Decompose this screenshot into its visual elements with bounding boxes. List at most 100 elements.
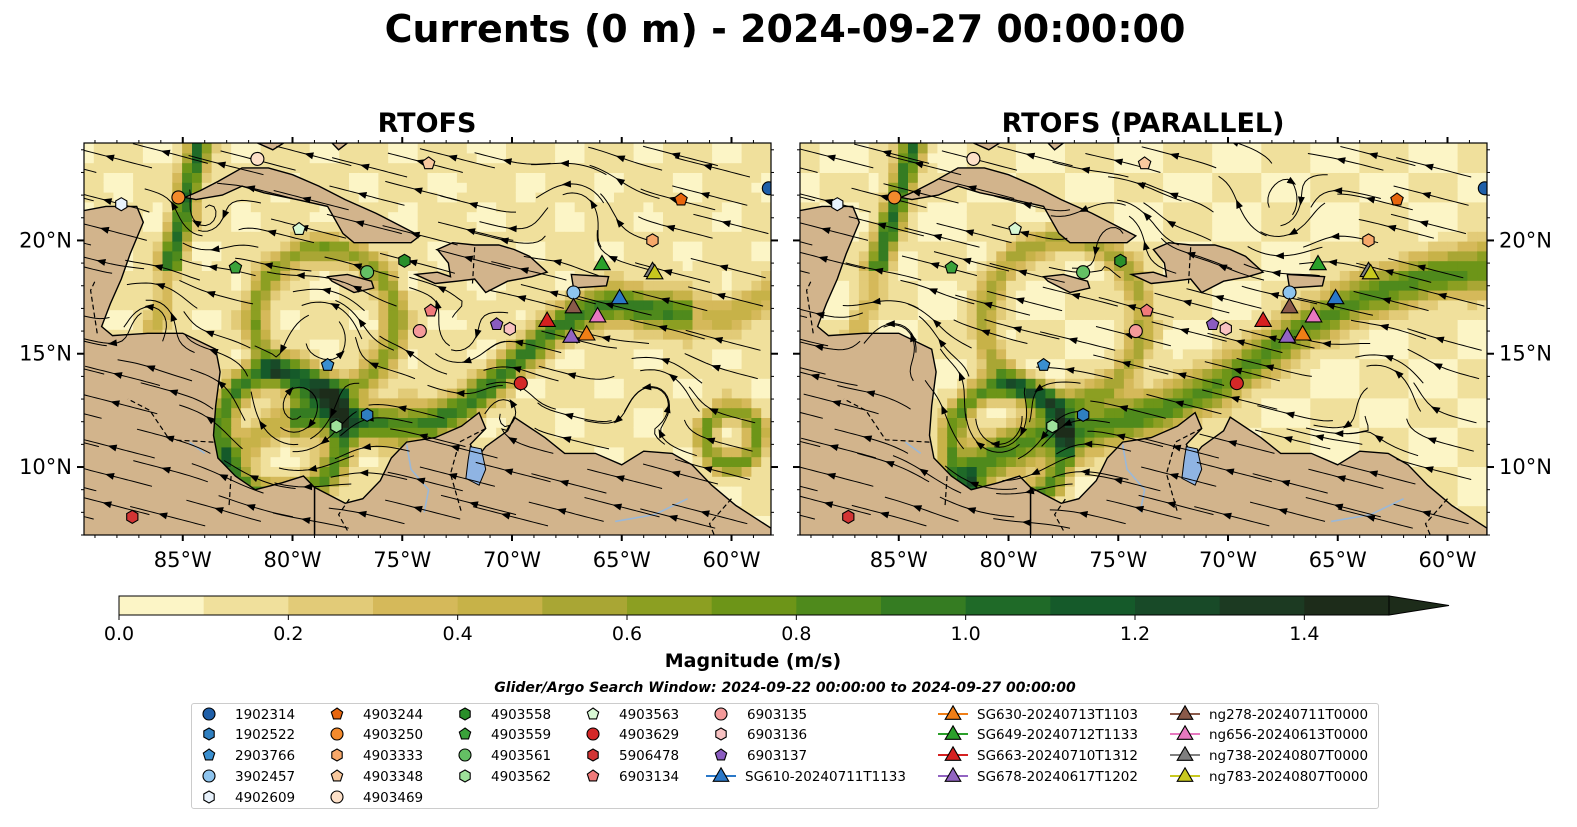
- legend-entry: 6903137: [714, 748, 807, 764]
- streamline-arrow: [705, 437, 716, 445]
- colorbar-frame: [118, 595, 1390, 616]
- country-border: [944, 476, 948, 508]
- marker-2903766: [320, 357, 335, 371]
- x-tick-label: 65°W: [593, 548, 651, 572]
- streamline: [672, 503, 748, 525]
- streamline: [1257, 405, 1333, 422]
- streamline: [130, 506, 206, 527]
- streamline: [989, 262, 1065, 283]
- legend-label: 6903134: [619, 769, 679, 785]
- streamline-arrow: [463, 255, 474, 263]
- streamline-arrow: [330, 303, 340, 311]
- x-tick-label: 85°W: [154, 548, 212, 572]
- streamline-arrow: [961, 257, 972, 265]
- marker-SG610-20240711T1133: [610, 288, 629, 305]
- streamline: [994, 195, 1071, 212]
- streamline: [857, 452, 930, 483]
- country-border: [449, 427, 486, 513]
- streamline-arrow: [105, 473, 115, 480]
- streamline: [1388, 258, 1464, 279]
- streamline-arrow: [295, 272, 305, 280]
- streamline: [1141, 181, 1214, 213]
- streamline: [853, 143, 930, 164]
- marker-4903348: [1137, 156, 1152, 170]
- streamline-arrow: [307, 464, 318, 472]
- legend-label: 4903348: [363, 769, 423, 785]
- marker-4903348: [421, 156, 436, 170]
- streamline-arrow: [975, 441, 986, 450]
- colorbar-segment: [119, 596, 205, 615]
- streamline: [132, 143, 208, 164]
- streamline-arrow: [405, 349, 415, 358]
- legend-marker: [1176, 704, 1194, 720]
- streamline-arrow: [938, 338, 947, 348]
- streamline: [1396, 458, 1472, 480]
- streamline: [1143, 202, 1212, 241]
- streamline-arrow: [1080, 468, 1090, 476]
- streamline: [1305, 497, 1381, 518]
- streamline: [1409, 286, 1485, 307]
- streamline-arrow: [1283, 436, 1293, 443]
- legend-marker: [331, 748, 343, 762]
- streamline: [179, 258, 256, 277]
- streamline: [84, 413, 102, 419]
- streamline-arrow: [1040, 430, 1049, 441]
- streamline: [642, 145, 719, 167]
- colorbar-tick-label: 0.0: [104, 623, 134, 645]
- streamline-arrow: [450, 444, 461, 452]
- streamline: [270, 218, 347, 239]
- streamline: [531, 473, 607, 494]
- marker-ng656-20240613T0000: [588, 306, 607, 323]
- streamline: [640, 369, 700, 412]
- land-mass: [331, 143, 349, 151]
- streamline-arrow: [1182, 299, 1192, 307]
- streamline: [1036, 366, 1113, 380]
- streamline: [1310, 190, 1381, 208]
- streamline: [534, 427, 610, 450]
- streamline-arrow: [1269, 292, 1280, 299]
- streamline-arrow: [519, 267, 529, 275]
- streamline-arrow: [702, 466, 713, 473]
- streamline-arrow: [1169, 473, 1179, 480]
- streamline: [632, 290, 708, 312]
- map-panel-left: 85°W 80°W 75°W 70°W 65°W 60°W 20°N 15°N 10°N: [19, 137, 778, 572]
- legend-entry: SG678-20240617T1202: [938, 766, 1138, 785]
- streamline-arrow: [1230, 396, 1240, 403]
- streamline: [419, 466, 496, 487]
- streamline: [800, 222, 869, 241]
- streamline: [1340, 146, 1416, 167]
- legend-marker: [203, 790, 215, 804]
- streamline-arrow: [1062, 419, 1073, 426]
- streamline: [84, 340, 107, 347]
- streamline-arrow: [434, 299, 442, 310]
- marker-6903137: [1205, 317, 1220, 331]
- marker-6903135: [412, 324, 427, 339]
- marker-4903558: [398, 253, 411, 268]
- streamline-arrow: [660, 358, 671, 365]
- marker-ng783-20240807T0000: [1361, 263, 1380, 280]
- streamline: [1236, 357, 1312, 377]
- legend-entry: SG649-20240712T1133: [938, 724, 1138, 743]
- streamline: [631, 356, 703, 384]
- streamline: [800, 440, 821, 448]
- streamline-arrow: [335, 350, 345, 360]
- streamline: [1406, 418, 1474, 452]
- streamline-arrow: [1437, 292, 1447, 300]
- streamline: [900, 279, 975, 305]
- streamline-arrow: [160, 149, 171, 157]
- streamline-arrow: [352, 263, 363, 271]
- river: [615, 497, 688, 523]
- float-markers: [831, 151, 1487, 525]
- streamline-arrow: [357, 192, 368, 199]
- streamline: [274, 482, 352, 488]
- land-mass: [1029, 411, 1487, 535]
- x-tick-label: 85°W: [870, 548, 928, 572]
- streamline: [1138, 494, 1214, 516]
- marker-SG663-20240710T1312: [1253, 310, 1273, 327]
- land-mass: [1128, 241, 1265, 294]
- marker-SG663-20240710T1312: [537, 310, 557, 327]
- streamline-arrow: [932, 233, 943, 241]
- streamline-arrow: [263, 262, 274, 270]
- streamline: [136, 428, 211, 454]
